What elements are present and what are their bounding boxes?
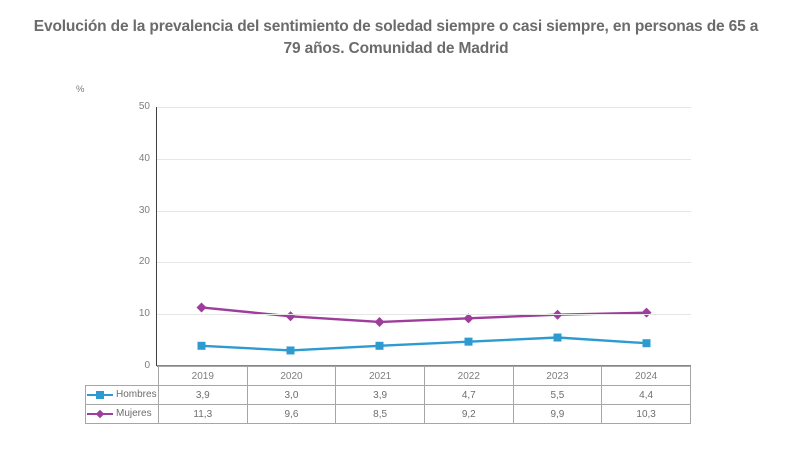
legend-item-mujeres[interactable]: Mujeres — [85, 404, 159, 424]
series-plot — [196, 302, 652, 355]
data-point-marker[interactable] — [285, 311, 296, 322]
y-axis-unit-label: % — [76, 84, 85, 95]
gridline — [157, 107, 691, 108]
data-point-marker[interactable] — [374, 316, 385, 327]
table-cell-value: 5,5 — [512, 385, 603, 405]
y-axis-tick-label: 0 — [144, 360, 150, 371]
y-axis-tick-label: 20 — [138, 256, 150, 268]
data-point-marker[interactable] — [553, 333, 562, 342]
data-table: 2019 2020 2021 2022 2023 2024 Hombres 3,9 3,0 3,… — [85, 366, 691, 424]
y-axis-tick-label: 10 — [138, 308, 150, 320]
table-column-header: 2020 — [246, 366, 337, 386]
table-column-header: 2024 — [601, 366, 691, 386]
data-point-marker[interactable] — [197, 341, 206, 350]
gridline — [157, 210, 691, 212]
series-line-hombres — [200, 336, 648, 352]
data-point-marker[interactable] — [196, 302, 207, 313]
table-cell-value: 4,4 — [601, 385, 691, 405]
table-column-header: 2019 — [157, 366, 248, 386]
data-point-marker[interactable] — [286, 346, 295, 355]
table-corner-cell — [85, 366, 159, 386]
data-point-marker[interactable] — [464, 337, 473, 346]
table-cell-value: 4,7 — [423, 385, 514, 405]
table-cell-value: 9,6 — [246, 404, 337, 424]
table-cell-value: 10,3 — [601, 404, 691, 424]
table-cell-value: 3,9 — [335, 385, 425, 405]
y-axis-tick-label: 50 — [138, 101, 150, 112]
data-point-marker[interactable] — [642, 339, 651, 348]
table-header-row: 2019 2020 2021 2022 2023 2024 — [85, 366, 691, 386]
y-axis-tick-label: 30 — [138, 204, 150, 216]
table-cell-value: 9,2 — [423, 404, 514, 424]
legend-label: Hombres — [116, 389, 157, 401]
table-cell-value: 8,5 — [335, 404, 425, 424]
data-point-marker[interactable] — [463, 313, 474, 324]
table-column-header: 2022 — [423, 366, 514, 386]
table-row: Mujeres 11,3 9,6 8,5 9,2 9,9 10,3 — [85, 404, 691, 424]
table-column-header: 2021 — [335, 366, 425, 386]
legend-diamond-icon — [87, 409, 113, 419]
legend-square-icon — [87, 390, 113, 400]
legend-item-hombres[interactable]: Hombres — [85, 385, 159, 405]
table-body: Hombres 3,9 3,0 3,9 4,7 5,5 4,4 Mujeres 11,3 9,6 8… — [85, 385, 691, 424]
y-axis-tick-labels: 0 10 20 30 40 50 — [108, 102, 150, 371]
table-row: Hombres 3,9 3,0 3,9 4,7 5,5 4,4 — [85, 385, 691, 405]
table-cell-value: 3,9 — [157, 385, 248, 405]
page-title: Evolución de la prevalencia del sentimie… — [33, 18, 759, 57]
gridline — [157, 158, 691, 160]
data-point-marker[interactable] — [641, 307, 652, 318]
plot-area — [157, 107, 691, 366]
y-axis-tick-label: 40 — [138, 152, 150, 164]
gridline — [157, 262, 691, 264]
y-axis-line — [156, 107, 157, 366]
gridline — [157, 314, 691, 316]
table-cell-value: 9,9 — [512, 404, 603, 424]
table-cell-value: 11,3 — [157, 404, 248, 424]
legend-label: Mujeres — [116, 408, 152, 420]
data-point-marker[interactable] — [375, 341, 384, 350]
table-column-header: 2023 — [512, 366, 603, 386]
table-cell-value: 3,0 — [246, 385, 337, 405]
